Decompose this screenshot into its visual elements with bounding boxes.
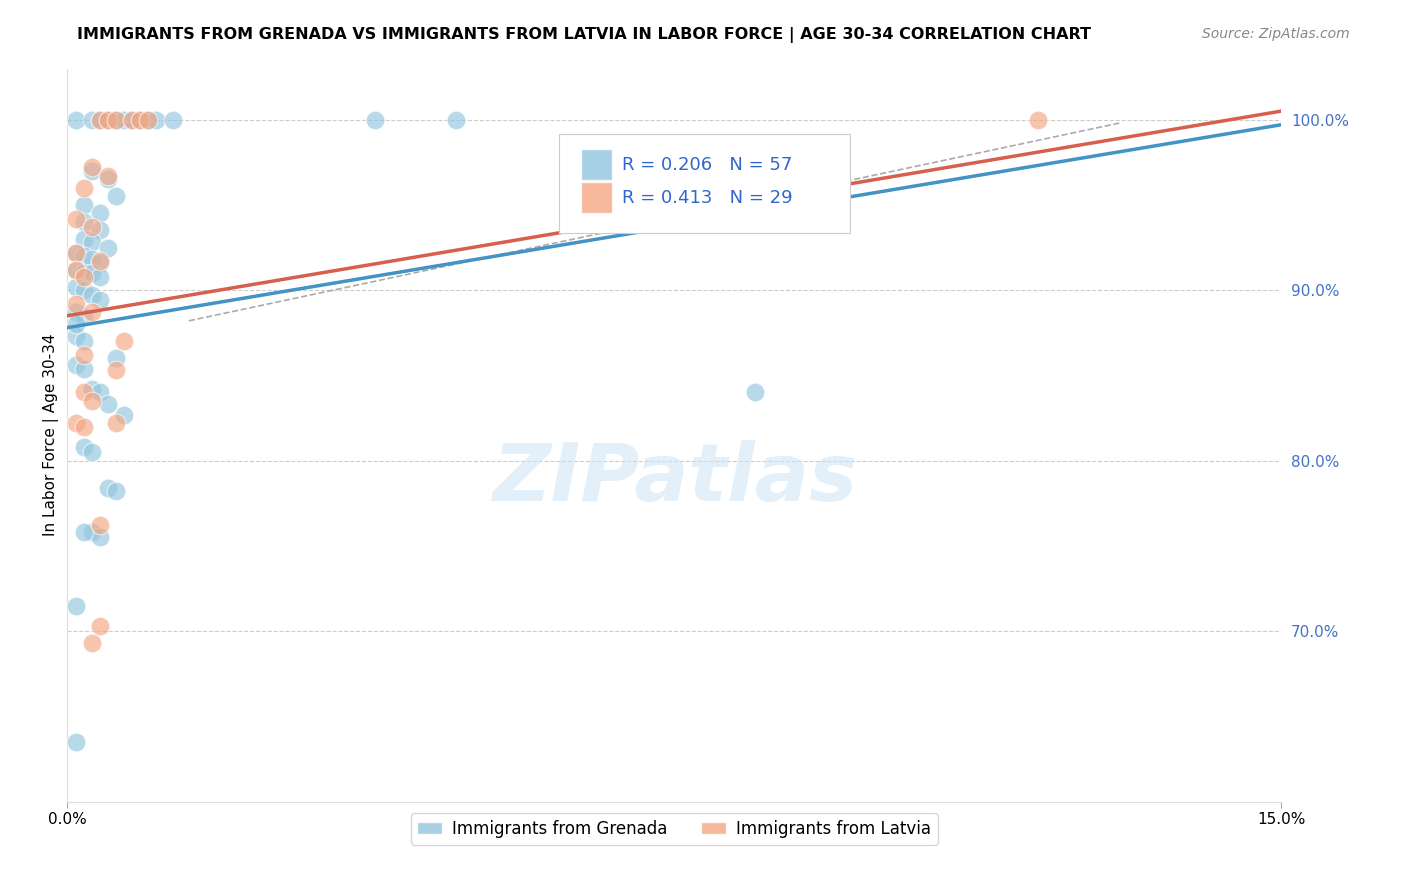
Point (72, 310, 94, 325)
Point (80, 266, 103, 280)
Point (80, 636, 103, 650)
Point (65, 297, 87, 311)
Point (72, 269, 94, 284)
Point (105, 189, 128, 203)
Point (112, 112, 135, 127)
Legend: Immigrants from Grenada, Immigrants from Latvia: Immigrants from Grenada, Immigrants from… (411, 814, 938, 845)
Point (80, 161, 103, 175)
Point (145, 112, 167, 127)
Point (89, 385, 111, 400)
Point (72, 440, 94, 454)
Point (112, 408, 135, 422)
Point (65, 262, 87, 277)
Point (72, 283, 94, 297)
Point (80, 235, 103, 250)
Point (89, 112, 111, 127)
Point (72, 361, 94, 376)
Point (80, 382, 103, 396)
Point (89, 530, 111, 544)
Point (65, 329, 87, 343)
Point (80, 112, 103, 127)
Point (72, 525, 94, 540)
Point (121, 112, 143, 127)
Text: R = 0.206   N = 57: R = 0.206 N = 57 (621, 155, 793, 174)
Point (105, 363, 128, 377)
Point (89, 269, 111, 284)
Point (121, 112, 143, 127)
Point (65, 279, 87, 293)
Point (97, 397, 120, 411)
Point (80, 393, 103, 408)
Point (97, 112, 120, 127)
FancyBboxPatch shape (581, 182, 613, 213)
Point (105, 112, 128, 127)
Point (65, 317, 87, 331)
Point (89, 619, 111, 633)
Point (65, 305, 87, 319)
Point (72, 215, 94, 229)
Point (89, 256, 111, 270)
Point (80, 305, 103, 319)
Point (364, 112, 387, 127)
Point (65, 735, 87, 749)
FancyBboxPatch shape (581, 149, 613, 180)
Point (72, 334, 94, 349)
Point (97, 169, 120, 183)
Point (105, 351, 128, 366)
Point (65, 245, 87, 260)
Point (162, 112, 184, 127)
Y-axis label: In Labor Force | Age 30-34: In Labor Force | Age 30-34 (44, 334, 59, 536)
Point (72, 385, 94, 400)
Point (72, 249, 94, 263)
Point (105, 416, 128, 430)
Point (89, 293, 111, 308)
Point (72, 348, 94, 362)
Point (65, 245, 87, 260)
Point (129, 112, 152, 127)
Point (65, 211, 87, 226)
Point (89, 206, 111, 220)
Point (72, 198, 94, 212)
Point (97, 112, 120, 127)
Point (129, 112, 152, 127)
Point (65, 599, 87, 613)
Point (80, 288, 103, 302)
Point (1028, 112, 1050, 127)
Point (138, 112, 160, 127)
Text: ZIPatlas: ZIPatlas (492, 440, 856, 518)
Text: R = 0.413   N = 29: R = 0.413 N = 29 (621, 188, 793, 207)
FancyBboxPatch shape (560, 135, 851, 234)
Point (80, 163, 103, 178)
Point (80, 252, 103, 267)
Point (112, 334, 135, 349)
Point (72, 266, 94, 280)
Point (105, 112, 128, 127)
Text: IMMIGRANTS FROM GRENADA VS IMMIGRANTS FROM LATVIA IN LABOR FORCE | AGE 30-34 COR: IMMIGRANTS FROM GRENADA VS IMMIGRANTS FR… (77, 27, 1091, 43)
Point (65, 358, 87, 372)
Point (744, 385, 766, 400)
Point (65, 112, 87, 127)
Point (80, 445, 103, 459)
Point (105, 484, 128, 499)
Point (89, 518, 111, 533)
Point (72, 232, 94, 246)
Text: Source: ZipAtlas.com: Source: ZipAtlas.com (1202, 27, 1350, 41)
Point (80, 525, 103, 540)
Point (72, 181, 94, 195)
Point (65, 262, 87, 277)
Point (97, 481, 120, 495)
Point (72, 419, 94, 434)
Point (80, 220, 103, 235)
Point (89, 254, 111, 268)
Point (444, 112, 467, 127)
Point (65, 416, 87, 430)
Point (89, 112, 111, 127)
Point (89, 223, 111, 237)
Point (97, 240, 120, 254)
Point (97, 172, 120, 186)
Point (138, 112, 160, 127)
